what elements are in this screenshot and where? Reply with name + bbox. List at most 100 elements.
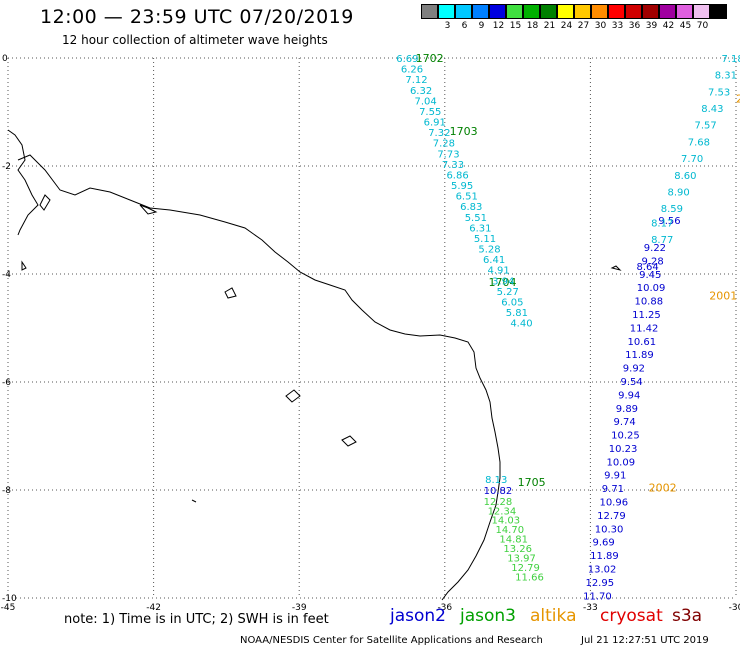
legend-note: note: 1) Time is in UTC; 2) SWH is in fe… (64, 612, 329, 627)
wave-height-value: 12.95 (585, 578, 614, 589)
wave-height-value: 9.45 (639, 270, 661, 281)
mission-legend-item: jason3 (460, 606, 516, 626)
wave-height-value: 7.04 (415, 96, 437, 107)
wave-height-value: 6.91 (424, 118, 446, 129)
wave-height-value: 11.89 (590, 551, 619, 562)
scale-label: 18 (526, 21, 539, 31)
wave-height-value: 11.89 (625, 350, 654, 361)
wave-height-value: 5.95 (451, 181, 473, 192)
wave-height-value: 13.02 (588, 565, 617, 576)
pass-label: 2001 (709, 290, 737, 303)
wave-height-value: 8.77 (651, 235, 673, 246)
wave-height-value: 10.25 (611, 431, 640, 442)
wave-height-value: 12.34 (488, 506, 517, 517)
wave-height-value: 12.28 (484, 497, 513, 508)
wave-height-value: 6.05 (501, 297, 523, 308)
map-title: 12:00 — 23:59 UTC 07/20/2019 (40, 6, 354, 28)
lat-tick-label: -10 (2, 594, 17, 604)
mission-legend-item: jason2 (390, 606, 446, 626)
mission-legend-item: cryosat (600, 606, 663, 626)
wave-height-value: 7.32 (428, 128, 450, 139)
mission-legend-item: altika (530, 606, 577, 626)
wave-height-value: 9.91 (604, 471, 626, 482)
coast-islands (7, 129, 622, 503)
altimeter-tracks: 6.696.267.126.327.047.556.917.327.287.73… (396, 54, 740, 602)
wave-height-value: 11.66 (515, 572, 544, 583)
wave-height-value: 9.94 (618, 390, 640, 401)
wave-height-value: 13.26 (503, 544, 532, 555)
wave-height-value: 8.31 (715, 71, 737, 82)
scale-swatch (625, 4, 642, 19)
wave-height-value: 9.92 (623, 364, 645, 375)
scale-swatch (472, 4, 489, 19)
scale-label: 33 (611, 21, 624, 31)
wave-height-value: 10.30 (595, 524, 624, 535)
wave-height-value: 6.69 (396, 54, 418, 65)
lon-tick-label: -42 (146, 603, 161, 613)
pass-label: 1704 (488, 276, 516, 289)
wave-height-value: 7.12 (405, 75, 427, 86)
lon-tick-label: -39 (292, 603, 307, 613)
lon-tick-label: -33 (583, 603, 598, 613)
scale-swatch (642, 4, 659, 19)
scale-swatch (421, 4, 438, 19)
lat-tick-label: 0 (2, 54, 8, 64)
wave-height-value: 5.81 (506, 308, 528, 319)
scale-swatch (676, 4, 693, 19)
wave-height-value: 11.70 (583, 591, 612, 602)
wave-height-value: 9.74 (613, 417, 635, 428)
wave-height-value: 10.96 (599, 498, 628, 509)
wave-height-value: 8.60 (674, 171, 696, 182)
scale-label: 30 (594, 21, 607, 31)
wave-height-value: 6.86 (446, 170, 468, 181)
mission-legend-item: s3a (672, 606, 703, 626)
scale-label: 36 (628, 21, 641, 31)
footer-timestamp: Jul 21 12:27:51 UTC 2019 (581, 635, 709, 646)
axis-ticks: -45 -42 -39 -36 -33 -30 0 -2 -4 -6 -8 -10 (1, 54, 740, 613)
wave-height-value: 9.69 (592, 538, 614, 549)
wave-height-value: 5.28 (478, 245, 500, 256)
wave-height-value: 14.70 (495, 525, 524, 536)
pass-labels: 1702 1703 1704 1705 20 2001 2002 (416, 52, 740, 494)
scale-swatch (693, 4, 710, 19)
wave-height-value: 10.61 (627, 337, 656, 348)
wave-height-value: 6.31 (469, 223, 491, 234)
wave-height-value: 5.51 (465, 213, 487, 224)
wave-height-value: 9.22 (644, 243, 666, 254)
wave-height-value: 6.32 (410, 86, 432, 97)
pass-label: 1702 (416, 52, 444, 65)
wave-height-value: 7.18 (721, 54, 740, 65)
scale-swatch (455, 4, 472, 19)
wave-height-value: 7.53 (708, 87, 730, 98)
coastline (17, 154, 501, 601)
scale-label: 9 (478, 21, 485, 31)
wave-height-value: 8.90 (668, 187, 690, 198)
wave-height-value: 6.41 (483, 255, 505, 266)
wave-height-value: 7.73 (437, 149, 459, 160)
scale-label: 3 (444, 21, 451, 31)
scale-swatch (659, 4, 676, 19)
scale-label: 70 (696, 21, 709, 31)
lat-tick-label: -2 (2, 162, 11, 172)
wave-height-value: 8.43 (701, 104, 723, 115)
pass-label: 1703 (450, 125, 478, 138)
wave-height-value: 14.81 (499, 535, 528, 546)
pass-label: 1705 (518, 476, 546, 489)
scale-swatch (489, 4, 506, 19)
wave-height-value: 5.27 (497, 287, 519, 298)
wave-height-value: 9.28 (641, 256, 663, 267)
wave-height-value: 9.71 (602, 484, 624, 495)
wave-height-value: 10.82 (484, 486, 513, 497)
pass-label: 20 (736, 93, 740, 106)
wave-height-value: 8.17 (651, 219, 673, 230)
wave-height-value: 12.79 (511, 563, 540, 574)
lat-tick-label: -4 (2, 270, 11, 280)
wave-height-value: 12.79 (597, 511, 626, 522)
wave-height-value: 3.94 (492, 276, 514, 287)
scale-swatch (574, 4, 591, 19)
wave-height-value: 10.88 (634, 297, 663, 308)
pass-label: 2002 (649, 481, 677, 494)
lat-tick-label: -8 (2, 486, 11, 496)
wave-height-value: 11.42 (630, 323, 659, 334)
